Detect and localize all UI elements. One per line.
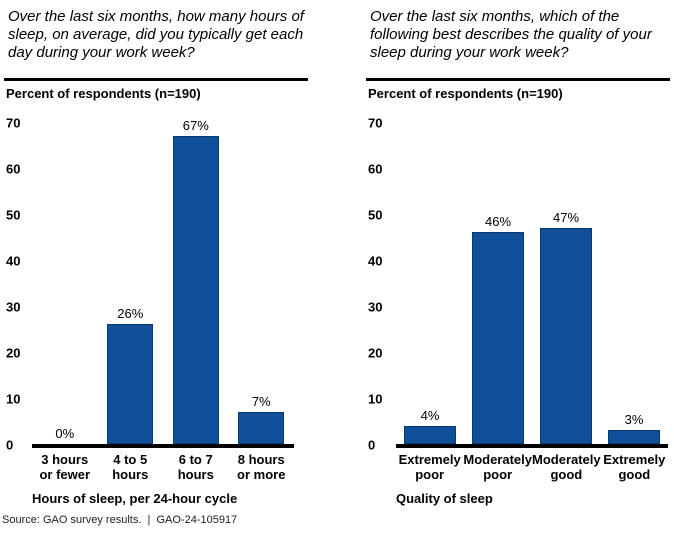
title-divider bbox=[366, 78, 670, 81]
x-tick-label: 8 hours or more bbox=[237, 452, 286, 482]
bar-value-label: 67% bbox=[182, 117, 209, 133]
x-tick-label: Extremely poor bbox=[398, 452, 461, 482]
y-tick-label: 0 bbox=[368, 437, 376, 453]
chart-title: Over the last six months, how many hours… bbox=[8, 8, 304, 61]
bar-value-label: 3% bbox=[624, 412, 644, 428]
chart-title: Over the last six months, which of the f… bbox=[370, 8, 652, 61]
x-axis-line bbox=[32, 444, 294, 448]
plot-area: 4% 46% 47% 3% 70 60 50 40 30 20 10 0 bbox=[366, 108, 670, 452]
sleep-hours-chart: Over the last six months, how many hours… bbox=[4, 8, 308, 506]
bar bbox=[540, 227, 592, 444]
bar bbox=[608, 430, 660, 444]
x-tick-label: Moderately good bbox=[532, 452, 601, 482]
y-tick-label: 50 bbox=[368, 207, 383, 223]
x-tick-labels: 3 hours or fewer 4 to 5 hours 6 to 7 hours 8 h… bbox=[32, 452, 294, 482]
x-axis-title: Hours of sleep, per 24-hour cycle bbox=[32, 491, 238, 506]
bar-slot: 0% bbox=[32, 108, 98, 448]
bar-value-label: 7% bbox=[251, 393, 271, 409]
y-axis-caption: Percent of respondents (n=190) bbox=[6, 86, 201, 101]
y-axis-caption: Percent of respondents (n=190) bbox=[368, 86, 563, 101]
bar-slot: 47% bbox=[532, 108, 600, 448]
bar bbox=[172, 135, 219, 444]
bar-slot: 67% bbox=[163, 108, 229, 448]
y-tick-label: 0 bbox=[6, 437, 14, 453]
y-tick-label: 30 bbox=[6, 299, 21, 315]
x-tick-label: 6 to 7 hours bbox=[177, 452, 214, 482]
bar-value-label: 0% bbox=[55, 426, 75, 441]
x-tick-label: Moderately poor bbox=[463, 452, 532, 482]
y-tick-label: 40 bbox=[6, 253, 21, 269]
plot-area: 0% 26% 67% 7% 70 60 50 40 30 20 10 0 bbox=[4, 108, 308, 452]
bar-slot: 7% bbox=[229, 108, 295, 448]
y-tick-label: 40 bbox=[368, 253, 383, 269]
bar-slot: 3% bbox=[600, 108, 668, 448]
y-tick-label: 70 bbox=[6, 115, 21, 131]
charts-row: Over the last six months, how many hours… bbox=[4, 8, 670, 506]
bar-slot: 46% bbox=[464, 108, 532, 448]
source-note: Source: GAO survey results. | GAO-24-105… bbox=[2, 514, 238, 526]
bar-value-label: 4% bbox=[420, 407, 440, 423]
bar bbox=[107, 324, 154, 444]
x-tick-label: 4 to 5 hours bbox=[112, 452, 149, 482]
bar-slot: 4% bbox=[396, 108, 464, 448]
x-tick-label: Extremely good bbox=[603, 452, 666, 482]
y-tick-label: 60 bbox=[6, 161, 21, 177]
x-tick-label: 3 hours or fewer bbox=[39, 452, 91, 482]
x-axis-title: Quality of sleep bbox=[396, 491, 493, 506]
sleep-quality-chart: Over the last six months, which of the f… bbox=[366, 8, 670, 506]
bars-area: 4% 46% 47% 3% bbox=[396, 108, 668, 448]
title-divider bbox=[4, 78, 308, 81]
y-tick-label: 20 bbox=[6, 345, 21, 361]
bar-value-label: 46% bbox=[484, 214, 512, 230]
x-tick-labels: Extremely poor Moderately poor Moderately goo… bbox=[396, 452, 668, 482]
bar-slot: 26% bbox=[98, 108, 164, 448]
y-tick-label: 30 bbox=[368, 299, 383, 315]
y-tick-label: 60 bbox=[368, 161, 383, 177]
bar bbox=[404, 425, 456, 444]
y-tick-label: 50 bbox=[6, 207, 21, 223]
y-tick-label: 10 bbox=[368, 391, 383, 407]
bar-value-label: 47% bbox=[552, 209, 580, 225]
bars-area: 0% 26% 67% 7% bbox=[32, 108, 294, 448]
bar bbox=[472, 232, 524, 444]
bar-value-label: 26% bbox=[117, 306, 144, 322]
bar bbox=[238, 411, 285, 444]
y-tick-label: 20 bbox=[368, 345, 383, 361]
y-tick-label: 10 bbox=[6, 391, 21, 407]
y-tick-label: 70 bbox=[368, 115, 383, 131]
x-axis-line bbox=[396, 444, 668, 448]
